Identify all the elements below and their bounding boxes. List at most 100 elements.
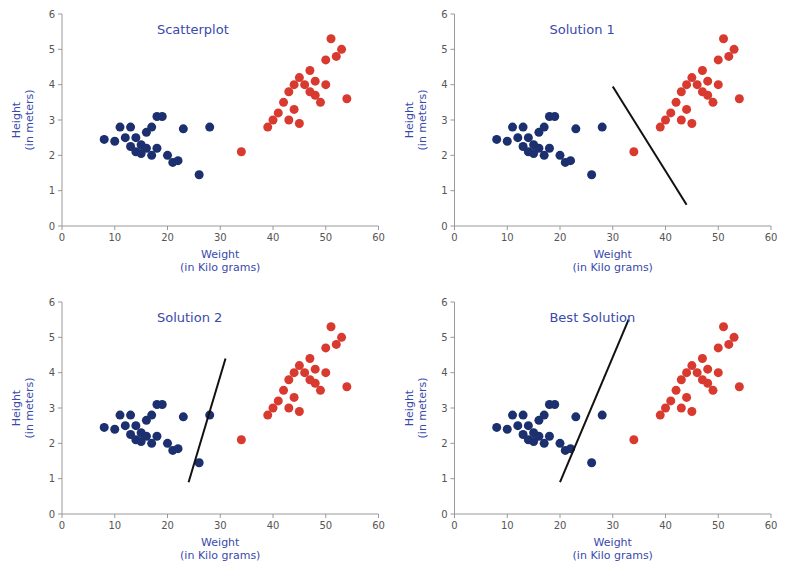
panel-title: Scatterplot: [157, 22, 229, 37]
x-tick-label: 0: [59, 232, 65, 243]
label-line: Height: [10, 389, 23, 426]
point: [284, 116, 293, 125]
point: [305, 354, 314, 363]
y-tick-label: 3: [441, 403, 447, 414]
point: [179, 124, 188, 133]
point: [730, 333, 739, 342]
point: [735, 94, 744, 103]
point: [672, 98, 681, 107]
point: [195, 170, 204, 179]
y-tick: [58, 372, 62, 373]
y-tick: [58, 302, 62, 303]
point: [714, 368, 723, 377]
point: [279, 386, 288, 395]
x-tick: [167, 514, 168, 518]
point: [714, 343, 723, 352]
point: [708, 386, 717, 395]
point: [513, 133, 522, 142]
point: [677, 116, 686, 125]
point: [321, 80, 330, 89]
y-tick-label: 4: [441, 367, 447, 378]
y-tick-label: 5: [49, 44, 55, 55]
y-tick: [58, 49, 62, 50]
y-tick: [58, 190, 62, 191]
x-tick-label: 40: [267, 520, 280, 531]
panel-title: Solution 2: [157, 310, 222, 325]
y-tick-label: 0: [49, 509, 55, 520]
point: [714, 55, 723, 64]
x-tick-label: 10: [501, 520, 514, 531]
point: [279, 98, 288, 107]
point: [503, 425, 512, 434]
x-axis-label: Weight(in Kilo grams): [180, 248, 260, 274]
x-tick: [560, 226, 561, 230]
x-tick: [273, 514, 274, 518]
point: [540, 123, 549, 132]
x-tick-label: 40: [267, 232, 280, 243]
x-tick-label: 10: [108, 520, 121, 531]
y-tick-label: 2: [441, 438, 447, 449]
y-axis-label: Height(in meters): [10, 378, 36, 439]
point: [508, 411, 517, 420]
y-tick-label: 0: [441, 509, 447, 520]
x-tick: [771, 514, 772, 518]
y-tick-label: 5: [441, 44, 447, 55]
y-tick-label: 2: [49, 438, 55, 449]
point: [703, 365, 712, 374]
x-tick-label: 30: [606, 520, 619, 531]
y-tick: [58, 408, 62, 409]
point: [519, 123, 528, 132]
point: [327, 34, 336, 43]
point: [147, 411, 156, 420]
panel: 01020304050600123456Weight(in Kilo grams…: [10, 9, 385, 275]
x-tick-label: 0: [451, 232, 457, 243]
point: [513, 421, 522, 430]
point: [508, 123, 517, 132]
y-tick: [451, 372, 455, 373]
point: [327, 322, 336, 331]
y-axis-label: Height(in meters): [10, 90, 36, 151]
point: [152, 432, 161, 441]
label-line: (in meters): [416, 378, 429, 439]
x-tick-label: 50: [319, 520, 332, 531]
point: [698, 66, 707, 75]
point: [337, 333, 346, 342]
point: [540, 411, 549, 420]
label-line: (in Kilo grams): [573, 549, 653, 562]
y-tick: [58, 84, 62, 85]
y-tick-label: 0: [441, 221, 447, 232]
point: [550, 400, 559, 409]
point: [126, 411, 135, 420]
x-tick-label: 50: [319, 232, 332, 243]
y-tick: [451, 49, 455, 50]
x-tick-label: 50: [712, 232, 725, 243]
point: [316, 98, 325, 107]
y-tick: [451, 408, 455, 409]
point: [174, 156, 183, 165]
x-tick: [220, 514, 221, 518]
y-tick-label: 2: [49, 150, 55, 161]
fit-line: [189, 359, 226, 483]
x-tick: [454, 514, 455, 518]
x-tick-label: 60: [372, 232, 385, 243]
x-axis-label: Weight(in Kilo grams): [180, 536, 260, 562]
point: [290, 105, 299, 114]
point: [126, 123, 135, 132]
y-tick: [58, 514, 62, 515]
y-tick-label: 6: [49, 297, 55, 308]
x-tick: [62, 514, 63, 518]
y-tick: [451, 514, 455, 515]
point: [545, 144, 554, 153]
y-tick-label: 4: [49, 367, 55, 378]
point: [337, 45, 346, 54]
label-line: Weight: [201, 536, 240, 549]
x-tick-label: 10: [108, 232, 121, 243]
point: [571, 412, 580, 421]
x-tick-label: 30: [606, 232, 619, 243]
y-tick: [451, 14, 455, 15]
point: [158, 400, 167, 409]
y-tick: [451, 155, 455, 156]
point: [179, 412, 188, 421]
point: [598, 123, 607, 132]
x-tick: [507, 226, 508, 230]
